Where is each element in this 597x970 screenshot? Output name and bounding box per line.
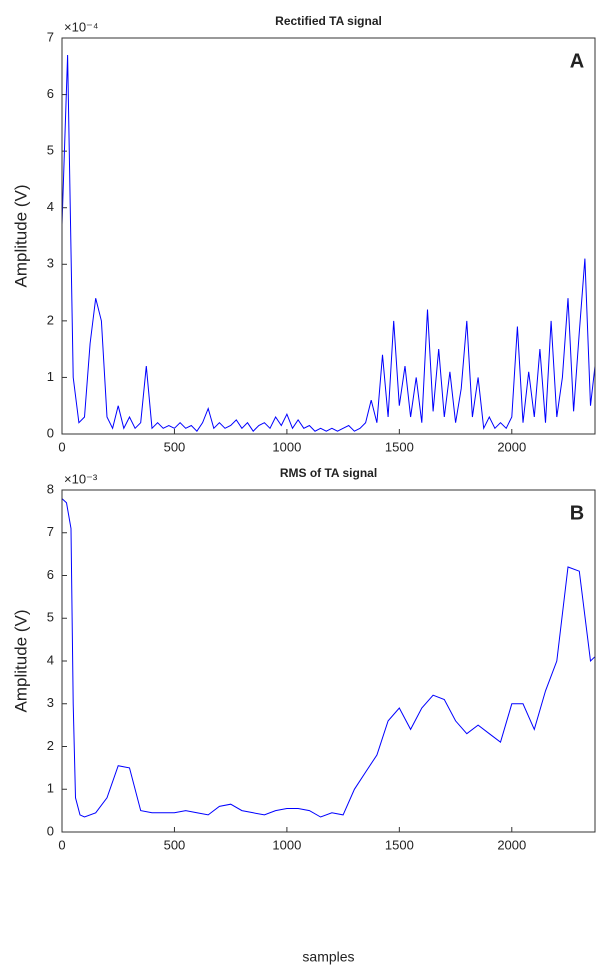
x-tick-label: 1000 [272,837,301,852]
x-tick-label: 1000 [272,439,301,454]
axes-box [61,37,596,435]
y-axis-label: Amplitude (V) [11,185,30,288]
x-tick-label: 0 [58,837,65,852]
y-axis-label: Amplitude (V) [11,610,30,713]
y-tick-label: 0 [47,823,54,838]
x-tick-label: 0 [58,439,65,454]
x-tick-label: 1500 [385,837,414,852]
y-tick-label: 4 [47,652,54,667]
y-tick-label: 6 [47,86,54,101]
panel-label: B [570,502,584,524]
x-tick-label: 2000 [497,837,526,852]
y-tick-label: 1 [47,369,54,384]
y-tick-label: 7 [47,29,54,44]
x-tick-label: 1500 [385,439,414,454]
y-tick-label: 4 [47,199,54,214]
y-tick-label: 8 [47,481,54,496]
axes-box [61,489,596,833]
x-axis-label: samples [302,949,354,965]
y-tick-label: 2 [47,312,54,327]
x-tick-label: 500 [164,837,186,852]
y-tick-label: 5 [47,143,54,158]
data-line [61,498,596,818]
panel-label: A [570,50,584,72]
exponent-label: ×10⁻⁴ [64,19,99,34]
y-tick-label: 5 [47,610,54,625]
y-tick-label: 2 [47,738,54,753]
x-tick-label: 2000 [497,439,526,454]
y-tick-label: 6 [47,567,54,582]
chart-title: RMS of TA signal [280,466,377,480]
y-tick-label: 3 [47,695,54,710]
chart-title: Rectified TA signal [275,14,382,28]
data-line [61,54,596,432]
y-tick-label: 1 [47,781,54,796]
exponent-label: ×10⁻³ [64,471,98,486]
y-tick-label: 3 [47,256,54,271]
y-tick-label: 7 [47,524,54,539]
y-tick-label: 0 [47,425,54,440]
x-tick-label: 500 [164,439,186,454]
